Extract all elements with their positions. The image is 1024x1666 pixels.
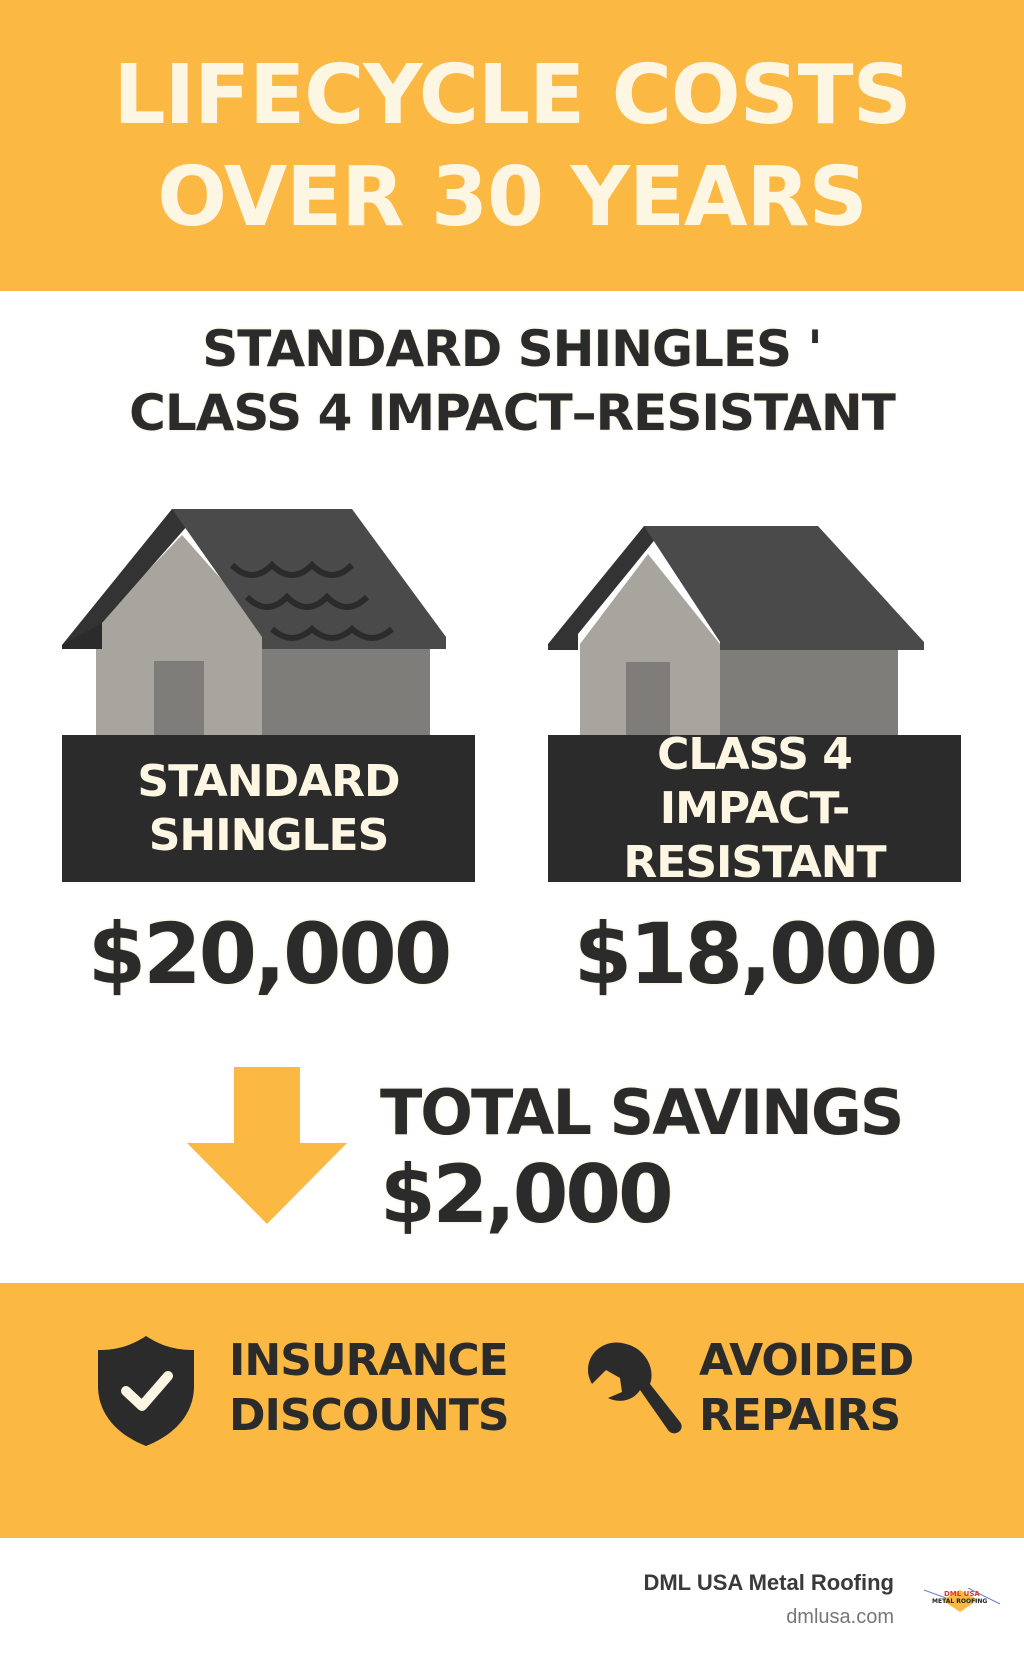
avoided-repairs-text: AVOIDED REPAIRS: [699, 1333, 914, 1443]
subtitle-line-2: CLASS 4 IMPACT–RESISTANT: [129, 384, 896, 442]
class4-label: CLASS 4 IMPACT-RESISTANT: [548, 729, 961, 888]
insurance-discounts-text: INSURANCE DISCOUNTS: [229, 1333, 510, 1443]
label-line-2: IMPACT-RESISTANT: [623, 782, 886, 888]
title-line-1: LIFECYCLE COSTS: [113, 48, 911, 143]
logo-text-1: DML USA: [944, 1590, 980, 1598]
label-line-2: SHINGLES: [148, 809, 390, 861]
standard-shingles-label: STANDARD SHINGLES: [62, 735, 475, 882]
website-link[interactable]: dmlusa.com: [786, 1606, 894, 1628]
wrench-icon: [588, 1342, 682, 1434]
subtitle-line-1: STANDARD SHINGLES ': [202, 320, 822, 378]
total-savings-label: TOTAL SAVINGS: [380, 1076, 904, 1149]
benefit-line-1: AVOIDED: [699, 1335, 914, 1386]
benefit-line-2: DISCOUNTS: [229, 1390, 510, 1441]
arrow-down-icon: [187, 1067, 347, 1224]
shield-check-icon: [98, 1336, 194, 1446]
title-line-2: OVER 30 YEARS: [157, 150, 867, 245]
total-savings-amount: $2,000: [380, 1148, 674, 1241]
logo-text-2: METAL ROOFING: [932, 1598, 988, 1605]
company-name: DML USA Metal Roofing: [643, 1570, 894, 1595]
company-logo: DML USA METAL ROOFING: [922, 1588, 1002, 1614]
header-band: LIFECYCLE COSTS OVER 30 YEARS: [0, 0, 1024, 291]
standard-price: $20,000: [87, 905, 453, 1003]
house-shingled-icon: [62, 509, 446, 737]
benefit-line-2: REPAIRS: [699, 1390, 901, 1441]
house-icon: [548, 526, 924, 737]
benefits-band: INSURANCE DISCOUNTS AVOIDED REPAIRS: [0, 1283, 1024, 1538]
label-line-1: STANDARD: [137, 755, 400, 807]
label-line-1: CLASS 4: [657, 728, 853, 780]
benefit-line-1: INSURANCE: [229, 1335, 509, 1386]
class4-price: $18,000: [573, 905, 939, 1003]
